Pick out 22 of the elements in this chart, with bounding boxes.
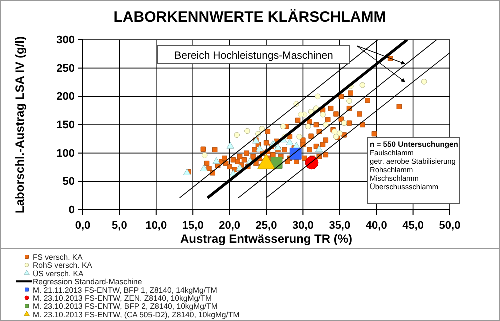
y-tick-label: 50 <box>62 176 75 188</box>
y-tick-label: 250 <box>56 62 75 75</box>
x-tick-label: 20,0 <box>219 220 241 232</box>
x-tick-label: 40,0 <box>366 220 388 232</box>
y-tick-label: 100 <box>56 148 75 160</box>
x-tick-label: 35,0 <box>329 220 351 232</box>
y-tick-label: 200 <box>56 91 75 104</box>
x-tick-label: 5,0 <box>112 220 128 232</box>
x-tick-label: 10,0 <box>146 220 168 232</box>
x-tick-label: 50,0 <box>439 220 461 232</box>
x-tick-label: 25,0 <box>256 220 278 232</box>
annotation: Bereich Hochleistungs-Maschinen <box>174 50 334 62</box>
y-tick-label: 300 <box>56 34 75 47</box>
chart-title: LABORKENNWERTE KLÄRSCHLAMM <box>114 9 386 26</box>
y-tick-label: 150 <box>56 120 75 132</box>
y-axis-title: Laborschl.-Austrag LSA IV (g/l) <box>13 36 27 214</box>
x-tick-label: 0,0 <box>75 220 91 232</box>
x-tick-label: 15,0 <box>182 220 204 232</box>
x-tick-label: 30,0 <box>292 220 314 232</box>
x-tick-label: 45,0 <box>402 220 424 232</box>
x-axis-title: Austrag Entwässerung TR (%) <box>180 232 353 246</box>
y-tick-label: 0 <box>68 204 75 217</box>
